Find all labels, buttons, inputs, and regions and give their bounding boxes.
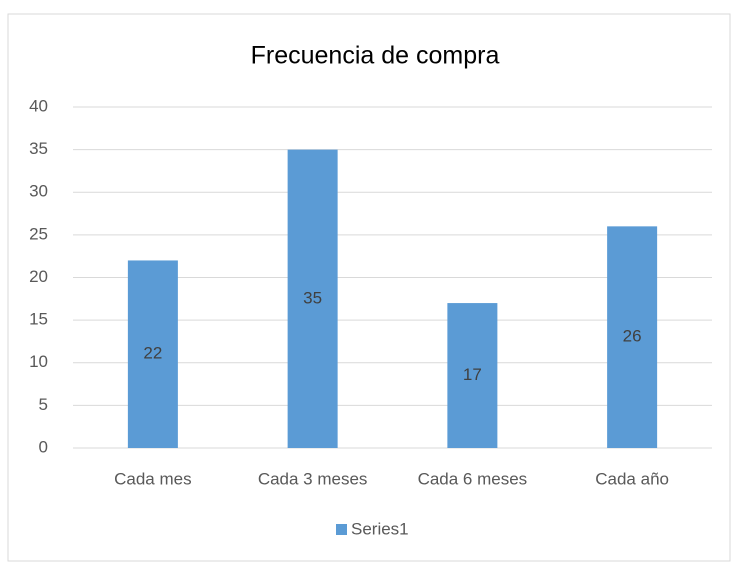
y-tick-label: 20	[29, 267, 48, 286]
y-tick-label: 10	[29, 352, 48, 371]
data-label: 26	[623, 327, 642, 346]
y-tick-label: 30	[29, 182, 48, 201]
data-label: 17	[463, 365, 482, 384]
y-tick-label: 35	[29, 139, 48, 158]
bar	[447, 303, 498, 448]
bar	[287, 149, 338, 448]
legend-swatch	[336, 524, 347, 535]
data-label: 22	[143, 344, 162, 363]
chart-title: Frecuencia de compra	[251, 42, 500, 70]
y-tick-label: 40	[29, 96, 48, 115]
y-tick-label: 15	[29, 310, 48, 329]
bar	[127, 260, 178, 448]
legend-label: Series1	[351, 519, 409, 538]
y-tick-label: 0	[39, 437, 48, 456]
x-tick-label: Cada año	[595, 469, 669, 488]
x-tick-label: Cada 6 meses	[418, 469, 528, 488]
data-label: 35	[303, 288, 322, 307]
y-tick-label: 25	[29, 224, 48, 243]
x-tick-label: Cada 3 meses	[258, 469, 368, 488]
x-tick-label: Cada mes	[114, 469, 191, 488]
bar	[607, 226, 658, 448]
y-tick-label: 5	[39, 395, 48, 414]
